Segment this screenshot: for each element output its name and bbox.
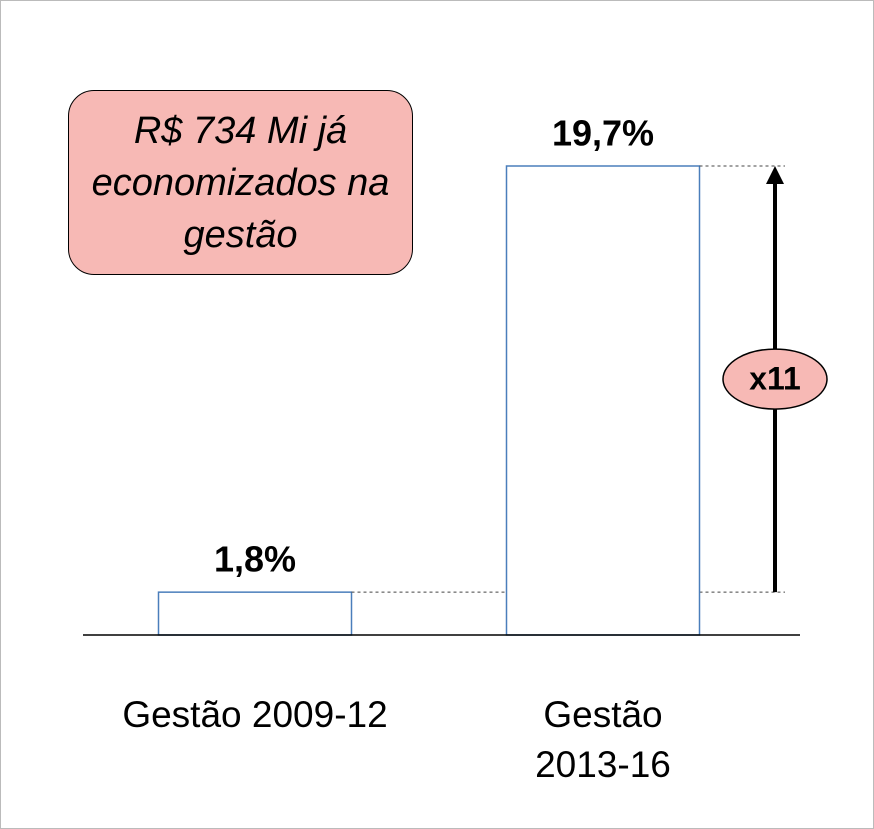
value-label: 1,8% [214,539,296,580]
arrow-head [766,166,784,184]
ratio-badge [722,348,828,410]
x-tick-label: Gestão 2009-12 [122,694,388,735]
value-label: 19,7% [552,113,654,154]
x-tick-label: Gestão 2013-16 [535,694,671,785]
bar [157,591,353,636]
bar [505,165,701,636]
annotation-box: R$ 734 Mi já economizados na gestão [68,90,413,275]
ratio-label: x11 [749,361,801,397]
